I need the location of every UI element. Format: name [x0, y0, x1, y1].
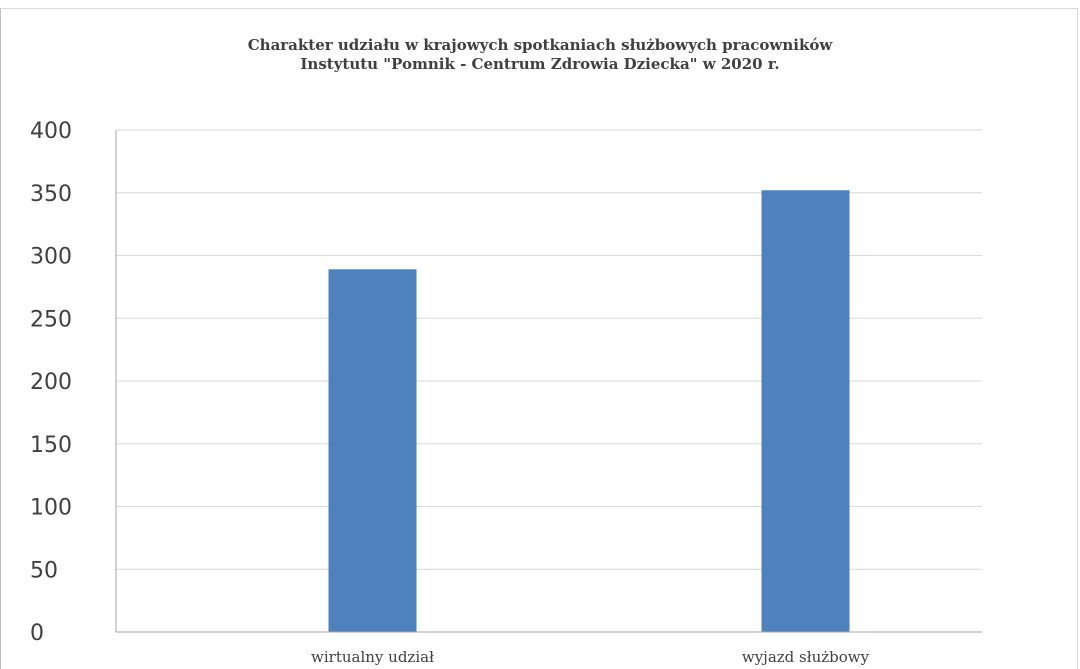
chart-title-line-2: Instytutu "Pomnik - Centrum Zdrowia Dzie…: [300, 55, 780, 73]
gridlines: [116, 129, 982, 570]
y-tick-label: 400: [30, 119, 72, 144]
chart-frame: [0, 8, 1078, 669]
y-tick-label: 0: [30, 621, 44, 646]
x-axis: wirtualny udział wyjazd służbowy: [116, 631, 982, 666]
bars: [328, 190, 850, 633]
y-tick-label: 250: [30, 307, 72, 332]
y-tick-label: 300: [30, 245, 72, 270]
y-tick-label: 200: [30, 370, 72, 395]
y-tick-label: 100: [30, 496, 72, 521]
chart-title: Charakter udziału w krajowych spotkaniac…: [0, 36, 1080, 74]
y-tick-label: 150: [30, 433, 72, 458]
x-category-label: wyjazd służbowy: [742, 648, 870, 666]
x-category-label: wirtualny udział: [311, 648, 434, 666]
chart-title-line-1: Charakter udziału w krajowych spotkaniac…: [247, 36, 833, 54]
y-axis: 0 50 100 150 200 250 300 350 400: [30, 119, 117, 646]
y-tick-label: 50: [30, 558, 58, 583]
bar-1: [328, 269, 417, 632]
bar-2: [761, 190, 850, 633]
y-tick-label: 350: [30, 182, 72, 207]
